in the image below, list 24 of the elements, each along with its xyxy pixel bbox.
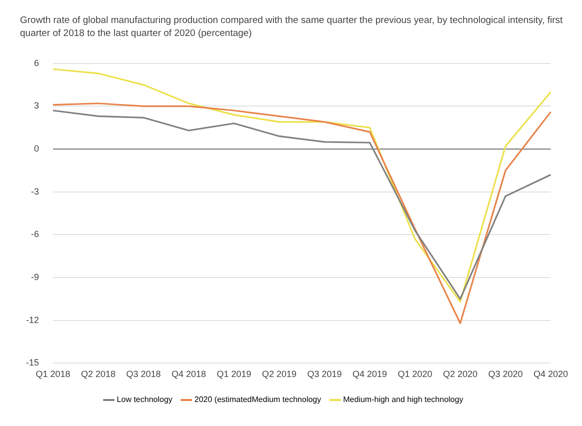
y-tick-label: -15 bbox=[26, 358, 40, 368]
y-tick-label: -9 bbox=[30, 272, 40, 282]
y-tick-label: -6 bbox=[30, 229, 40, 240]
x-tick-label: Q2 2019 bbox=[262, 369, 297, 380]
x-tick-label: Q4 2019 bbox=[352, 369, 388, 380]
legend-label: Low technology bbox=[116, 395, 172, 404]
x-tick-label: Q4 2018 bbox=[171, 369, 206, 380]
x-tick-label: Q1 2019 bbox=[216, 369, 252, 380]
x-tick-label: Q1 2018 bbox=[36, 369, 70, 380]
x-tick-label: Q3 2019 bbox=[307, 369, 342, 380]
x-tick-label: Q4 2020 bbox=[533, 369, 568, 380]
legend-label: 2020 (estimatedMedium technology bbox=[194, 395, 322, 404]
y-tick-label: -12 bbox=[26, 314, 40, 325]
y-tick-label: 3 bbox=[34, 100, 40, 111]
x-tick-label: Q2 2018 bbox=[80, 369, 116, 380]
x-tick-label: Q1 2020 bbox=[398, 369, 432, 380]
y-tick-label: -3 bbox=[30, 186, 40, 196]
x-tick-label: Q3 2018 bbox=[126, 369, 161, 380]
legend-label: Medium-high and high technology bbox=[343, 395, 464, 404]
x-tick-label: Q2 2020 bbox=[442, 369, 478, 380]
y-tick-label: 6 bbox=[34, 58, 40, 68]
x-tick-label: Q3 2020 bbox=[488, 369, 523, 380]
y-tick-label: 0 bbox=[34, 144, 40, 154]
chart-title: Growth rate of global manufacturing production compared with the same quarter the previous year, by technological intensity, first quarter of 2018 to the last quarter of 2020 (percentage) bbox=[19, 14, 564, 41]
